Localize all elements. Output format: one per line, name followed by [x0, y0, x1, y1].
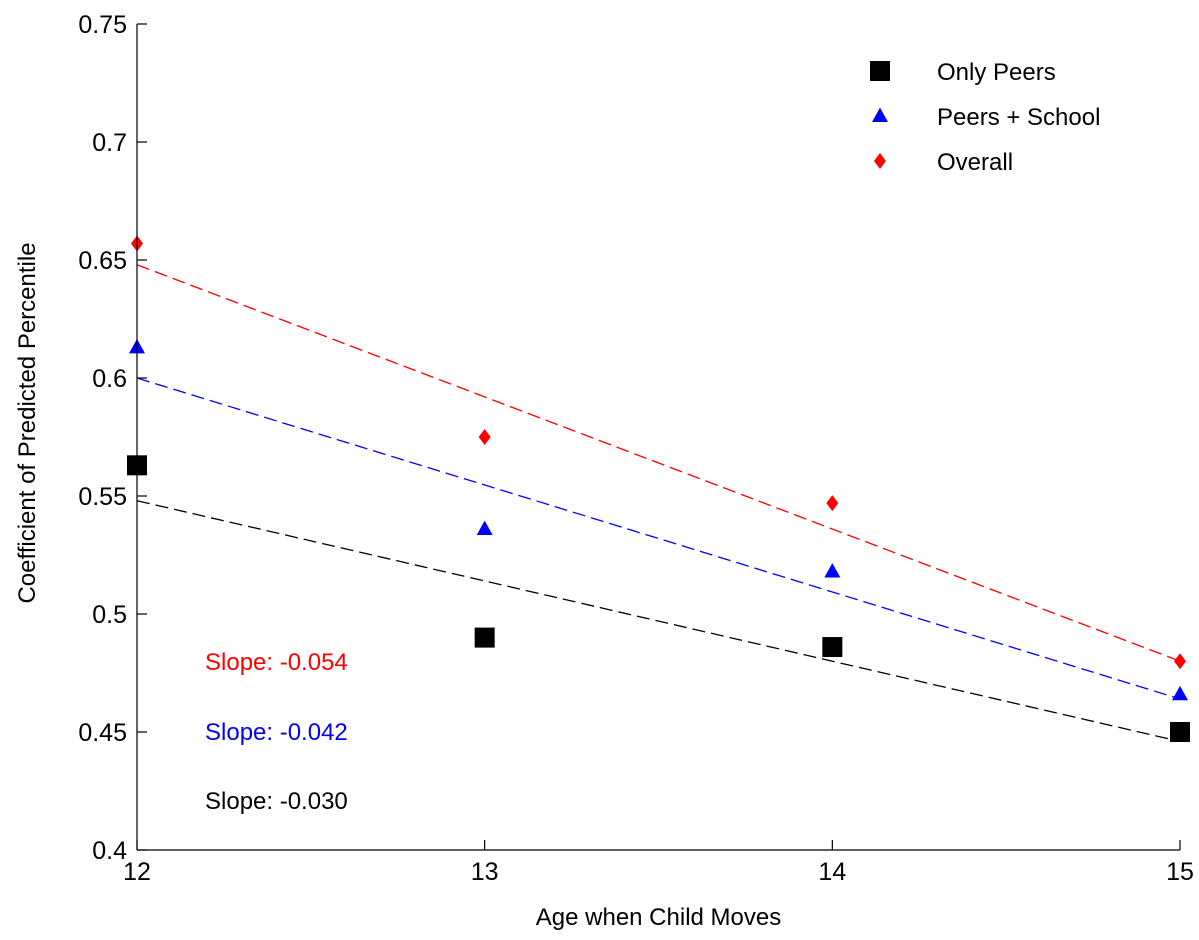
legend: Only Peers Peers + School Overall — [870, 59, 1100, 176]
data-point-s3-3 — [826, 495, 839, 512]
y-tick-label: 0.7 — [92, 129, 127, 157]
x-tick-label: 15 — [1166, 858, 1194, 886]
legend-marker-3 — [874, 153, 886, 169]
fit-line-2 — [136, 377, 1181, 700]
legend-label-1: Only Peers — [937, 59, 1056, 86]
legend-label-3: Overall — [937, 149, 1013, 176]
y-tick-label: 0.5 — [92, 601, 127, 629]
x-tick-label: 13 — [471, 858, 499, 886]
fit-line-3 — [136, 264, 1181, 662]
data-point-s2-4 — [1172, 685, 1188, 701]
slope-annotation-2: Slope: -0.042 — [205, 719, 348, 746]
slope-annotation-1: Slope: -0.054 — [205, 649, 348, 676]
y-tick-label: 0.45 — [78, 719, 127, 747]
data-point-s1-4 — [1170, 722, 1190, 742]
x-tick-label: 14 — [818, 858, 846, 886]
slope-annotations: Slope: -0.054 Slope: -0.042 Slope: -0.030 — [205, 649, 348, 815]
legend-label-2: Peers + School — [937, 104, 1100, 131]
y-tick-label: 0.4 — [92, 837, 127, 865]
data-point-s3-4 — [1174, 653, 1186, 670]
data-point-s1-3 — [822, 637, 843, 658]
y-tick-label: 0.65 — [78, 247, 127, 275]
fit-line-1 — [136, 500, 1181, 743]
y-axis-title: Coefficient of Predicted Percentile — [14, 242, 41, 603]
fit-lines — [136, 264, 1181, 743]
data-point-s3-2 — [478, 429, 491, 445]
legend-marker-1 — [870, 61, 890, 81]
data-point-s1-2 — [474, 627, 495, 648]
x-tick-label: 12 — [123, 858, 151, 886]
x-axis-title: Age when Child Moves — [536, 904, 781, 931]
data-point-s2-3 — [824, 563, 841, 578]
slope-annotation-3: Slope: -0.030 — [205, 788, 348, 815]
y-tick-label: 0.6 — [92, 365, 127, 393]
data-point-s2-2 — [476, 520, 493, 536]
legend-marker-2 — [872, 107, 888, 122]
y-tick-label: 0.55 — [78, 483, 127, 511]
y-tick-label: 0.75 — [78, 11, 127, 39]
axes: 0.4 0.45 0.5 0.55 0.6 0.65 0.7 0.75 12 13 14 15 Age … — [14, 11, 1194, 931]
data-markers — [127, 235, 1190, 742]
